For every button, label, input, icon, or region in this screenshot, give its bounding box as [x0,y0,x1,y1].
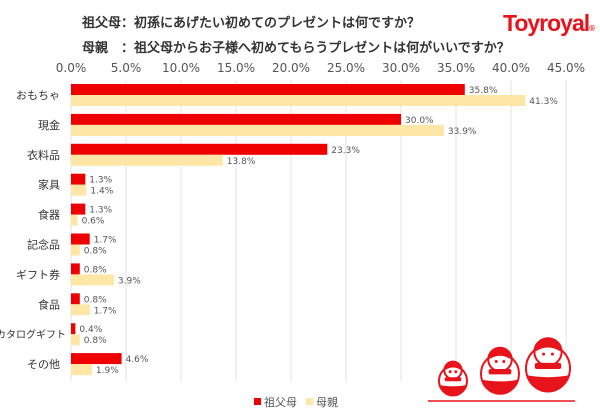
data-label: 1.7% [94,236,117,246]
legend-swatch [254,398,261,405]
title-grandparents: 祖父母：初孫にあげたい初めてのプレゼントは何ですか？ [82,16,421,31]
matryoshka-doll-icon [525,337,571,393]
data-label: 41.3% [529,97,558,107]
bar-grandparents [71,143,328,155]
legend-swatch [306,398,313,405]
x-tick-label: 40.0% [492,61,530,75]
x-tick-label: 15.0% [217,61,255,75]
data-label: 4.6% [126,355,149,365]
data-label: 3.9% [118,276,141,286]
x-tick-label: 5.0% [111,61,142,75]
category-label: 衣料品 [27,148,60,162]
x-tick-label: 35.0% [437,61,475,75]
category-label: 食器 [38,208,60,222]
x-tick-label: 25.0% [327,61,365,75]
data-label: 1.7% [94,306,117,316]
category-label: 家具 [38,178,60,192]
bar-mothers [71,304,90,316]
bar-mothers [71,334,80,346]
bar-mothers [71,184,87,196]
data-label: 1.9% [96,366,119,376]
data-label: 35.8% [469,86,498,96]
category-label: 記念品 [27,238,60,252]
category-label: おもちゃ [16,89,60,102]
x-tick-label: 20.0% [272,61,310,75]
data-label: 1.3% [89,176,112,186]
legend-label: 母親 [316,396,338,409]
title-mothers: 母親 ：祖父母からお子様へ初めてもらうプレゼントは何がいいですか？ [82,41,510,56]
bar-mothers [71,274,114,286]
data-label: 30.0% [405,116,434,126]
data-label: 0.8% [84,247,107,257]
data-label: 13.8% [227,157,256,167]
data-label: 0.4% [79,325,102,335]
x-tick-label: 0.0% [56,61,87,75]
category-label: その他 [27,358,60,371]
bar-mothers [71,124,444,136]
bar-grandparents [71,84,465,95]
data-label: 0.8% [84,336,107,346]
data-label: 33.9% [448,127,477,137]
matryoshka-doll-icon [438,360,468,397]
legend-label: 祖父母 [264,395,297,409]
bar-grandparents [71,173,86,185]
data-label: 0.6% [82,217,105,227]
bar-mothers [71,364,92,376]
bar-grandparents [71,203,86,215]
data-label: 23.3% [331,146,360,156]
toyroyal-logo: Toyroyal® [503,10,595,36]
bar-mothers [71,95,526,106]
bar-grandparents [71,293,80,305]
data-label: 1.3% [89,206,112,216]
x-tick-label: 10.0% [162,61,200,75]
category-label: 食品 [38,297,60,311]
data-label: 1.4% [90,187,113,197]
bar-mothers [71,214,78,226]
bar-mothers [71,244,80,256]
category-label: 現金 [38,118,60,132]
bar-grandparents [71,353,122,365]
bar-mothers [71,154,223,166]
data-label: 0.8% [84,295,107,305]
bar-grandparents [71,263,80,275]
data-label: 0.8% [84,265,107,275]
x-tick-label: 30.0% [382,61,420,75]
bar-grandparents [71,323,76,335]
bar-grandparents [71,233,90,245]
category-label: カタログギフト [0,328,66,341]
x-tick-label: 45.0% [547,61,585,75]
bar-grandparents [71,113,401,125]
category-label: ギフト券 [16,267,60,281]
matryoshka-doll-icon [480,346,520,395]
